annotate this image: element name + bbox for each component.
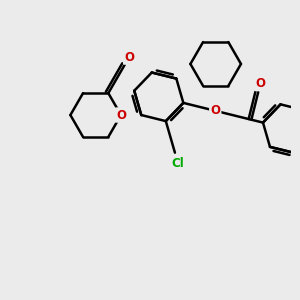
Text: O: O: [124, 51, 134, 64]
Text: O: O: [210, 104, 220, 117]
Text: O: O: [255, 77, 265, 90]
Text: O: O: [116, 109, 126, 122]
Text: Cl: Cl: [172, 157, 184, 170]
